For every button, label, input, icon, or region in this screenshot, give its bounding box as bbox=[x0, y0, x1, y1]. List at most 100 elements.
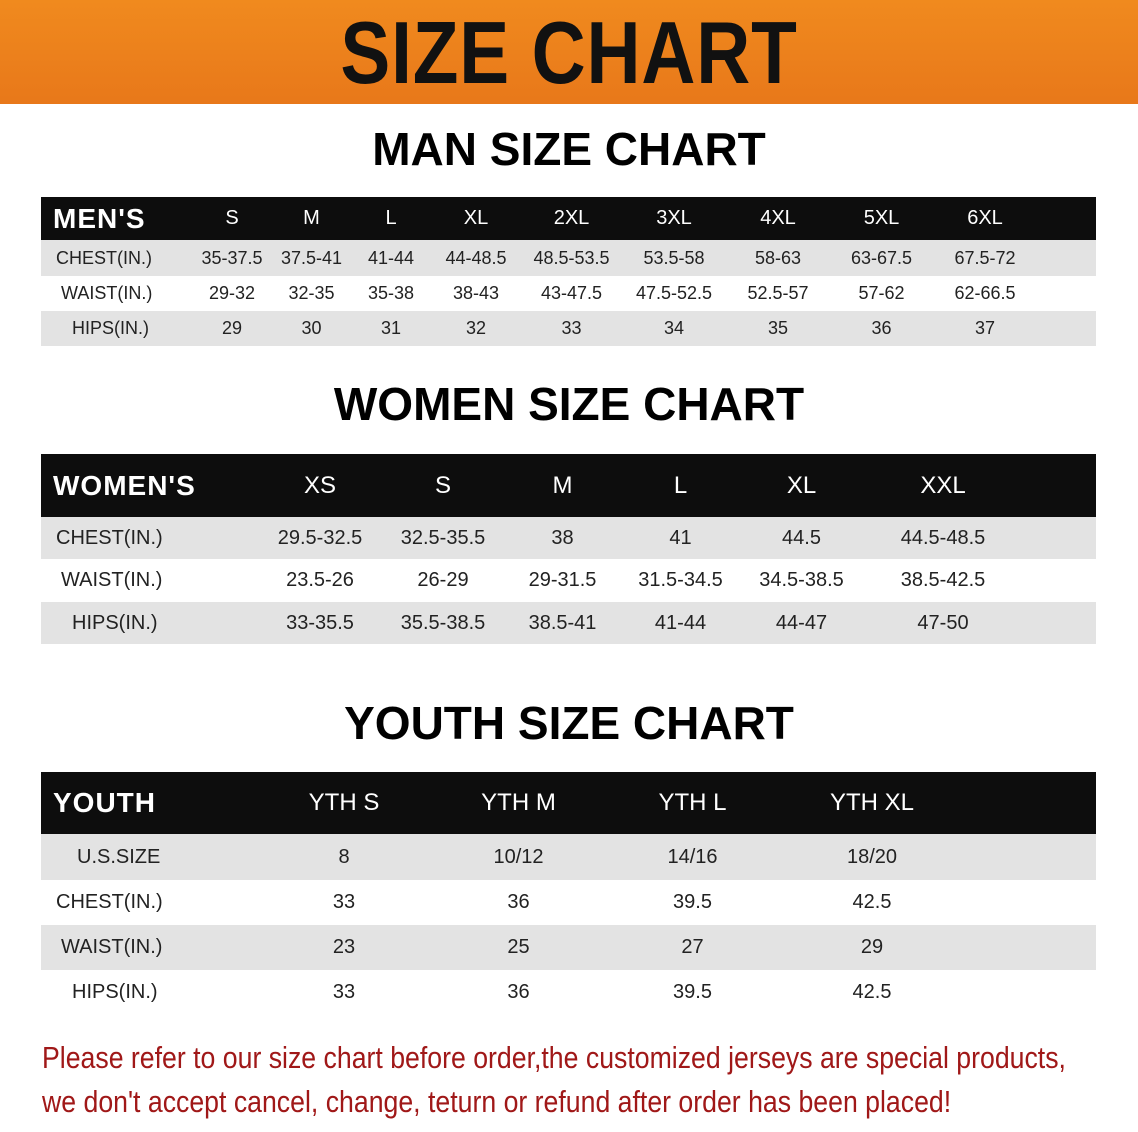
table-cell: 33 bbox=[332, 891, 356, 913]
youth-row-chestin: CHEST(IN.) 33 36 39.5 42.5 bbox=[41, 880, 1096, 925]
women-header-label: WOMEN'S bbox=[53, 469, 196, 501]
women-size-xl: XL bbox=[786, 471, 817, 499]
table-cell: 33 bbox=[561, 318, 582, 338]
row-label: WAIST(IN.) bbox=[61, 936, 163, 958]
men-size-s: S bbox=[225, 207, 239, 229]
table-cell: 31.5-34.5 bbox=[638, 569, 723, 591]
table-cell: 37 bbox=[974, 318, 996, 338]
men-size-5xl: 5XL bbox=[863, 207, 900, 229]
table-cell: 29-32 bbox=[208, 283, 256, 303]
table-cell: 53.5-58 bbox=[643, 247, 705, 268]
men-size-3xl: 3XL bbox=[656, 207, 692, 229]
table-cell: 34 bbox=[663, 318, 685, 338]
men-size-4xl: 4XL bbox=[760, 207, 796, 229]
table-cell: 34.5-38.5 bbox=[759, 569, 844, 591]
youth-row-hipsin: HIPS(IN.) 33 36 39.5 42.5 bbox=[41, 970, 1096, 1015]
table-cell: 57-62 bbox=[858, 283, 905, 303]
table-cell: 23.5-26 bbox=[286, 569, 354, 591]
table-cell: 47-50 bbox=[917, 611, 969, 634]
row-label: CHEST(IN.) bbox=[56, 526, 163, 549]
table-cell: 33-35.5 bbox=[286, 611, 354, 634]
youth-header-row: YOUTH YTH S YTH M YTH L YTH XL bbox=[41, 772, 1096, 834]
table-cell: 41-44 bbox=[654, 611, 707, 634]
youth-row-ussize: U.S.SIZE 8 10/12 14/16 18/20 bbox=[41, 834, 1096, 880]
table-cell: 29 bbox=[860, 936, 884, 958]
youth-size-yth-xl: YTH XL bbox=[829, 789, 915, 816]
table-cell: 29 bbox=[221, 318, 243, 338]
row-label: HIPS(IN.) bbox=[72, 318, 150, 338]
men-header-label: MEN'S bbox=[53, 202, 146, 234]
order-notice: Please refer to our size chart before or… bbox=[42, 1036, 1066, 1124]
youth-size-yth-l: YTH L bbox=[658, 789, 727, 816]
table-cell: 58-63 bbox=[754, 247, 802, 268]
table-cell: 8 bbox=[338, 845, 350, 868]
men-header-row: MEN'S S M L XL 2XL 3XL 4XL 5XL 6XL bbox=[41, 197, 1096, 240]
table-cell: 44.5 bbox=[782, 526, 821, 549]
table-cell: 23 bbox=[332, 936, 356, 958]
men-row-chestin: CHEST(IN.) 35-37.5 37.5-41 41-44 44-48.5 48.5… bbox=[41, 240, 1096, 276]
men-row-hipsin: HIPS(IN.) 29 30 31 32 33 34 35 36 37 bbox=[41, 311, 1096, 346]
table-cell: 44-48.5 bbox=[445, 247, 507, 268]
table-cell: 10/12 bbox=[493, 845, 544, 868]
table-cell: 42.5 bbox=[852, 981, 892, 1003]
table-cell: 35-38 bbox=[367, 283, 415, 303]
table-cell: 52.5-57 bbox=[747, 283, 809, 303]
table-cell: 48.5-53.5 bbox=[533, 247, 610, 268]
table-cell: 38.5-41 bbox=[528, 611, 597, 634]
table-cell: 47.5-52.5 bbox=[635, 283, 713, 303]
men-size-l: L bbox=[385, 207, 397, 229]
women-section-title: WOMEN SIZE CHART bbox=[333, 378, 805, 430]
women-row-chestin: CHEST(IN.) 29.5-32.5 32.5-35.5 38 41 44.5 44.5… bbox=[41, 517, 1096, 559]
row-label: CHEST(IN.) bbox=[56, 247, 152, 268]
table-cell: 39.5 bbox=[673, 891, 712, 913]
table-cell: 31 bbox=[380, 318, 402, 338]
women-header-row: WOMEN'S XS S M L XL XXL bbox=[41, 454, 1096, 517]
table-cell: 32.5-35.5 bbox=[400, 526, 486, 549]
women-size-xs: XS bbox=[303, 471, 336, 499]
men-size-m: M bbox=[303, 207, 320, 229]
youth-row-waistin: WAIST(IN.) 23 25 27 29 bbox=[41, 925, 1096, 970]
table-cell: 44.5-48.5 bbox=[900, 526, 986, 549]
table-cell: 35.5-38.5 bbox=[400, 611, 486, 634]
table-cell: 41-44 bbox=[367, 247, 415, 268]
youth-size-yth-s: YTH S bbox=[308, 789, 380, 816]
table-cell: 43-47.5 bbox=[540, 283, 603, 303]
row-label: WAIST(IN.) bbox=[61, 569, 163, 591]
table-cell: 63-67.5 bbox=[850, 247, 913, 268]
table-cell: 32 bbox=[465, 318, 487, 338]
women-size-l: L bbox=[673, 471, 688, 499]
table-cell: 35 bbox=[767, 318, 789, 338]
table-cell: 27 bbox=[681, 936, 704, 958]
table-cell: 62-66.5 bbox=[954, 283, 1016, 303]
youth-size-yth-m: YTH M bbox=[481, 789, 556, 816]
row-label: HIPS(IN.) bbox=[72, 611, 158, 634]
youth-section-title: YOUTH SIZE CHART bbox=[344, 697, 794, 749]
table-cell: 18/20 bbox=[846, 845, 898, 868]
table-cell: 41 bbox=[669, 526, 692, 549]
banner-title: SIZE CHART bbox=[340, 3, 798, 102]
table-cell: 44-47 bbox=[775, 611, 828, 634]
table-cell: 25 bbox=[507, 936, 530, 958]
table-cell: 32-35 bbox=[288, 283, 335, 303]
men-size-6xl: 6XL bbox=[967, 207, 1003, 229]
notice-line-1: Please refer to our size chart before or… bbox=[42, 1040, 1066, 1075]
row-label: WAIST(IN.) bbox=[61, 283, 153, 303]
women-size-s: S bbox=[434, 471, 451, 499]
table-cell: 38.5-42.5 bbox=[900, 569, 986, 591]
row-label: CHEST(IN.) bbox=[56, 891, 163, 913]
table-cell: 67.5-72 bbox=[954, 247, 1016, 268]
women-size-table: WOMEN'S XS S M L XL XXL CHEST(IN.) 29.5-32.5 32.5… bbox=[41, 454, 1096, 644]
row-label: HIPS(IN.) bbox=[72, 981, 158, 1003]
women-size-xxl: XXL bbox=[920, 471, 966, 499]
women-size-m: M bbox=[552, 471, 573, 499]
men-section-title: MAN SIZE CHART bbox=[372, 123, 766, 175]
youth-size-table: YOUTH YTH S YTH M YTH L YTH XL U.S.SIZE 8 10/12… bbox=[41, 772, 1096, 1015]
women-row-hipsin: HIPS(IN.) 33-35.5 35.5-38.5 38.5-41 41-44 44-… bbox=[41, 602, 1096, 644]
table-cell: 36 bbox=[507, 981, 530, 1003]
table-cell: 14/16 bbox=[667, 845, 718, 868]
table-cell: 36 bbox=[871, 318, 892, 338]
table-cell: 30 bbox=[301, 318, 322, 338]
table-cell: 35-37.5 bbox=[201, 247, 263, 268]
women-row-waistin: WAIST(IN.) 23.5-26 26-29 29-31.5 31.5-34.5 34… bbox=[41, 559, 1096, 602]
men-size-table: MEN'S S M L XL 2XL 3XL 4XL 5XL 6XL CHEST(IN.) 35-37… bbox=[41, 197, 1096, 346]
